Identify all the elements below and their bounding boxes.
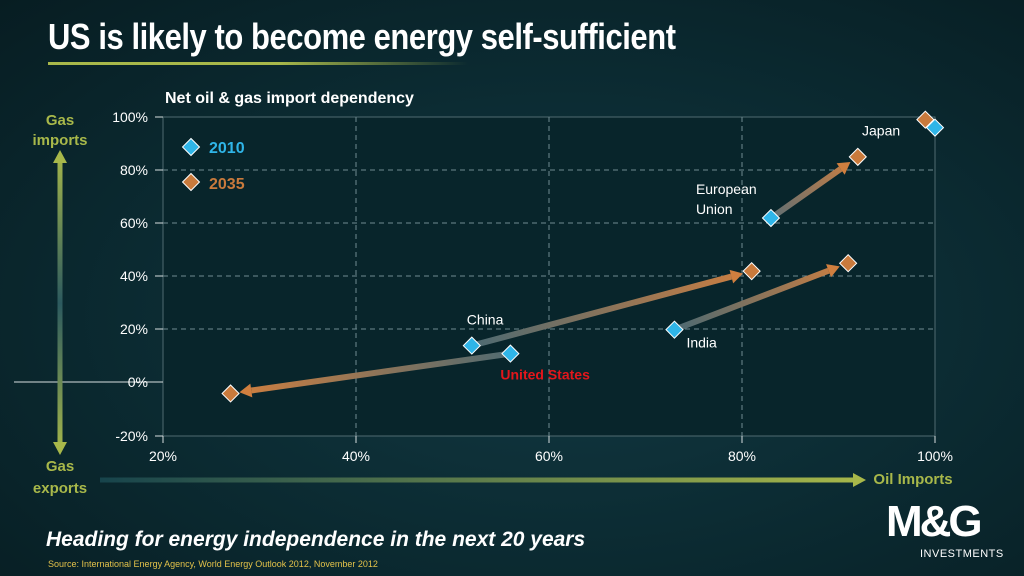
- logo-mark: M&G: [886, 497, 983, 546]
- y-tick-label: 100%: [112, 109, 148, 125]
- oil-axis-arrow: [100, 473, 866, 487]
- point-2035-united-states: [221, 384, 240, 403]
- label-china: China: [467, 312, 504, 328]
- legend-marker-2010: [181, 137, 201, 157]
- chart-title: Net oil & gas import dependency: [165, 90, 414, 107]
- x-tick-label: 20%: [149, 448, 177, 464]
- slide-title: US is likely to become energy self-suffi…: [48, 16, 676, 57]
- x-tick-label: 80%: [728, 448, 756, 464]
- x-tick-label: 40%: [342, 448, 370, 464]
- point-2010-india: [665, 320, 684, 339]
- arrow-india: [673, 267, 830, 333]
- logo-subtext: INVESTMENTS: [920, 548, 1004, 560]
- point-2010-japan: [925, 118, 945, 137]
- y-tick-label: 0%: [128, 374, 148, 390]
- point-2010-china: [462, 336, 481, 355]
- country-labels: Japan European Union India China United State…: [467, 123, 900, 383]
- legend-label-2010: 2010: [209, 140, 245, 157]
- mg-logo: M&G INVESTMENTS: [886, 500, 1010, 562]
- legend-item-2010: 2010: [181, 137, 245, 157]
- point-2010-united-states: [501, 344, 520, 363]
- transition-arrows: [239, 162, 851, 398]
- arrow-right-icon: [853, 473, 866, 487]
- label-japan: Japan: [862, 123, 900, 139]
- gas-exports-label: Gas exports: [33, 458, 87, 497]
- arrow-china: [471, 273, 733, 349]
- y-tick-label: 60%: [120, 215, 148, 231]
- x-tick-marks: [162, 436, 936, 443]
- legend: 2010 2035: [181, 137, 245, 193]
- source-note: Source: International Energy Agency, Wor…: [48, 559, 378, 569]
- arrow-european-union: [769, 166, 843, 221]
- label-european-union: European Union: [696, 181, 757, 217]
- arrowhead-european-union: [836, 162, 851, 175]
- oil-imports-label: Oil Imports: [873, 471, 952, 488]
- gas-imports-label: Gas imports: [32, 112, 87, 149]
- legend-label-2035: 2035: [209, 176, 245, 193]
- label-india: India: [686, 335, 717, 351]
- point-2035-european-union: [848, 147, 867, 167]
- arrowhead-india: [826, 264, 840, 278]
- arrow-united-states: [250, 350, 511, 394]
- y-tick-label: -20%: [115, 428, 148, 444]
- x-tick-label: 60%: [535, 448, 563, 464]
- legend-item-2035: 2035: [181, 172, 245, 193]
- arrowhead-united-states: [239, 383, 253, 398]
- footer-heading: Heading for energy independence in the n…: [46, 528, 586, 551]
- gas-axis-arrow: [53, 150, 67, 455]
- data-points: [221, 110, 945, 403]
- y-tick-label: 80%: [120, 162, 148, 178]
- arrow-up-icon: [53, 150, 67, 163]
- x-tick-label: 100%: [917, 448, 953, 464]
- point-2035-china: [742, 261, 761, 281]
- label-united-states: United States: [500, 367, 590, 383]
- arrow-down-icon: [53, 442, 67, 455]
- y-tick-label: 20%: [120, 321, 148, 337]
- title-underline: [48, 62, 468, 65]
- y-tick-label: 40%: [120, 268, 148, 284]
- y-tick-marks: [155, 116, 163, 437]
- point-2035-india: [838, 254, 858, 273]
- point-2010-european-union: [761, 208, 781, 228]
- arrowhead-china: [729, 269, 743, 284]
- legend-marker-2035: [181, 172, 201, 192]
